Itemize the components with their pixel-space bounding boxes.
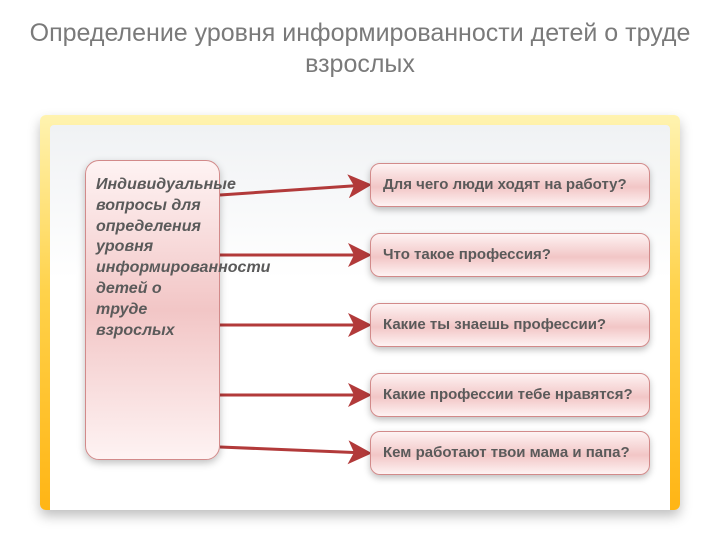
slide: Определение уровня информированности дет… [0, 0, 720, 540]
question-box-4: Какие профессии тебе нравятся? [370, 373, 650, 417]
question-box-1: Для чего люди ходят на работу? [370, 163, 650, 207]
page-title: Определение уровня информированности дет… [0, 18, 720, 81]
left-source-box: Индивидуальные вопросы для определения у… [85, 160, 220, 460]
connector-5 [220, 447, 366, 453]
question-box-2: Что такое профессия? [370, 233, 650, 277]
question-box-5: Кем работают твои мама и папа? [370, 431, 650, 475]
outer-frame: Индивидуальные вопросы для определения у… [40, 115, 680, 510]
connector-1 [220, 185, 366, 195]
inner-panel: Индивидуальные вопросы для определения у… [50, 125, 670, 510]
question-box-3: Какие ты знаешь профессии? [370, 303, 650, 347]
